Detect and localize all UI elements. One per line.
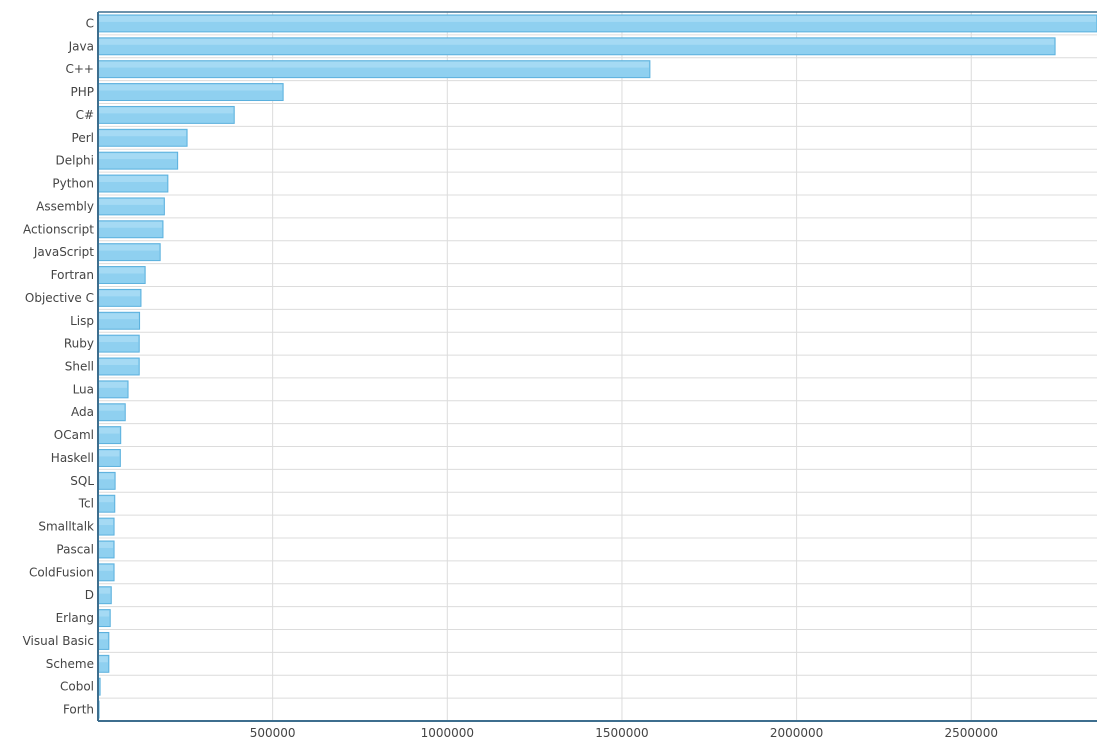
axis-layer	[98, 12, 1097, 721]
category-label: Fortran	[51, 268, 94, 282]
category-label: Forth	[63, 703, 94, 717]
category-label: Visual Basic	[23, 634, 94, 648]
bar-highlight	[99, 359, 138, 365]
bar-highlight	[99, 588, 110, 594]
category-label: Ada	[71, 405, 94, 419]
category-label: Cobol	[60, 680, 94, 694]
bar-highlight	[99, 656, 108, 662]
category-label: Objective C	[25, 291, 94, 305]
bar-highlight	[99, 290, 140, 296]
bar-highlight	[99, 336, 138, 342]
category-label: Pascal	[56, 542, 94, 556]
category-label: Ruby	[64, 337, 94, 351]
category-label: Tcl	[78, 497, 94, 511]
category-label: ColdFusion	[29, 565, 94, 579]
bar-highlight	[99, 565, 113, 571]
category-label: Scheme	[46, 657, 94, 671]
category-label: OCaml	[54, 428, 94, 442]
bar-highlight	[99, 39, 1054, 45]
x-tick-label: 1000000	[421, 726, 474, 740]
category-label: Haskell	[51, 451, 94, 465]
bar-highlight	[99, 405, 124, 411]
bar-highlight	[99, 176, 167, 182]
category-label: C++	[66, 62, 95, 76]
bar-highlight	[99, 496, 114, 502]
x-tick-label: 2500000	[945, 726, 998, 740]
category-label: Java	[68, 39, 94, 53]
bar-highlight	[99, 633, 108, 639]
category-label: C	[86, 16, 94, 30]
category-label: D	[85, 588, 94, 602]
category-label: C#	[76, 108, 94, 122]
grid-layer	[98, 12, 1097, 721]
category-label: Shell	[65, 360, 94, 374]
category-label: Python	[52, 177, 94, 191]
bar-highlight	[99, 16, 1096, 22]
category-label: Lisp	[70, 314, 94, 328]
category-label: Lua	[73, 382, 94, 396]
category-label: JavaScript	[33, 245, 94, 259]
category-label: Delphi	[55, 154, 94, 168]
bar-highlight	[99, 130, 186, 136]
bar-highlight	[99, 268, 144, 274]
x-tick-label: 500000	[250, 726, 296, 740]
bar-highlight	[99, 222, 162, 228]
bar-highlight	[99, 382, 127, 388]
category-label: Smalltalk	[38, 520, 94, 534]
x-tick-label: 1500000	[595, 726, 648, 740]
category-label: SQL	[70, 474, 94, 488]
bar-highlight	[99, 451, 119, 457]
bar-highlight	[99, 245, 159, 251]
bar-highlight	[99, 542, 113, 548]
bar-highlight	[99, 611, 109, 617]
category-label: PHP	[71, 85, 95, 99]
category-label: Perl	[72, 131, 94, 145]
bar-highlight	[99, 428, 120, 434]
bar-highlight	[99, 473, 114, 479]
bars-layer	[98, 15, 1097, 718]
bar-highlight	[99, 519, 113, 525]
bar-highlight	[99, 107, 233, 113]
category-label: Actionscript	[23, 222, 94, 236]
bar-highlight	[99, 313, 139, 319]
bar-highlight	[99, 62, 649, 68]
category-label: Erlang	[56, 611, 94, 625]
x-tick-label: 2000000	[770, 726, 823, 740]
category-label: Assembly	[36, 199, 94, 213]
bar-highlight	[99, 199, 163, 205]
bar-highlight	[99, 153, 177, 159]
bar-highlight	[99, 85, 282, 91]
